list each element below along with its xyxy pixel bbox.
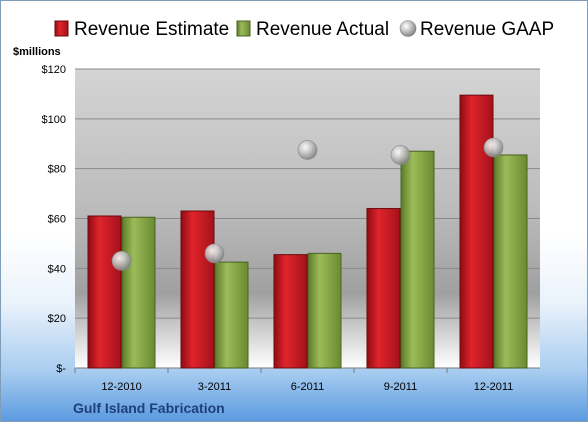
gaap-marker-3-2011	[204, 243, 225, 264]
legend-swatch-2	[399, 20, 417, 37]
gaap-marker-12-2011	[483, 137, 504, 158]
estimate-bar-3-2011	[180, 210, 215, 369]
y-axis: $- $20 $40 $60 $80 $100 $120	[42, 64, 67, 375]
gaap-marker-9-2011	[390, 145, 411, 165]
legend-swatch-0	[54, 20, 69, 37]
y-tick-label: $120	[42, 64, 66, 76]
y-tick-label: $80	[48, 164, 66, 176]
y-tick-label: $100	[42, 114, 66, 126]
company-name: Gulf Island Fabrication	[73, 400, 225, 416]
actual-bar-12-2011	[493, 154, 528, 369]
estimate-bar-9-2011	[366, 208, 401, 369]
x-tick-label: 3-2011	[198, 381, 231, 393]
gaap-marker-12-2010	[111, 251, 132, 271]
gaap-markers	[111, 137, 504, 271]
legend-label: Revenue Estimate	[74, 19, 229, 40]
legend-label: Revenue GAAP	[420, 19, 554, 40]
legend-swatch-1	[236, 20, 251, 37]
estimate-bar-12-2010	[87, 215, 122, 369]
x-axis: 12-2010 3-2011 6-2011 9-2011 12-2011	[74, 368, 514, 393]
estimate-bar-6-2011	[273, 254, 308, 369]
x-tick-label: 9-2011	[384, 381, 417, 393]
actual-bar-6-2011	[307, 252, 342, 369]
y-tick-label: $40	[48, 263, 66, 275]
actual-bar-12-2010	[121, 216, 156, 369]
x-tick-label: 12-2010	[101, 381, 141, 393]
legend-label: Revenue Actual	[256, 19, 389, 40]
x-tick-label: 12-2011	[474, 381, 514, 393]
actual-bar-3-2011	[214, 261, 249, 369]
y-tick-label: $60	[48, 214, 66, 226]
unit-label: $millions	[13, 46, 61, 58]
x-tick-label: 6-2011	[291, 381, 324, 393]
gaap-marker-6-2011	[297, 140, 318, 160]
y-tick-label: $-	[56, 363, 66, 375]
y-tick-label: $20	[48, 313, 66, 325]
estimate-bar-12-2011	[459, 94, 494, 369]
actual-bar-9-2011	[400, 150, 435, 369]
legend: Revenue Estimate Revenue Actual Revenue GA…	[54, 19, 554, 40]
